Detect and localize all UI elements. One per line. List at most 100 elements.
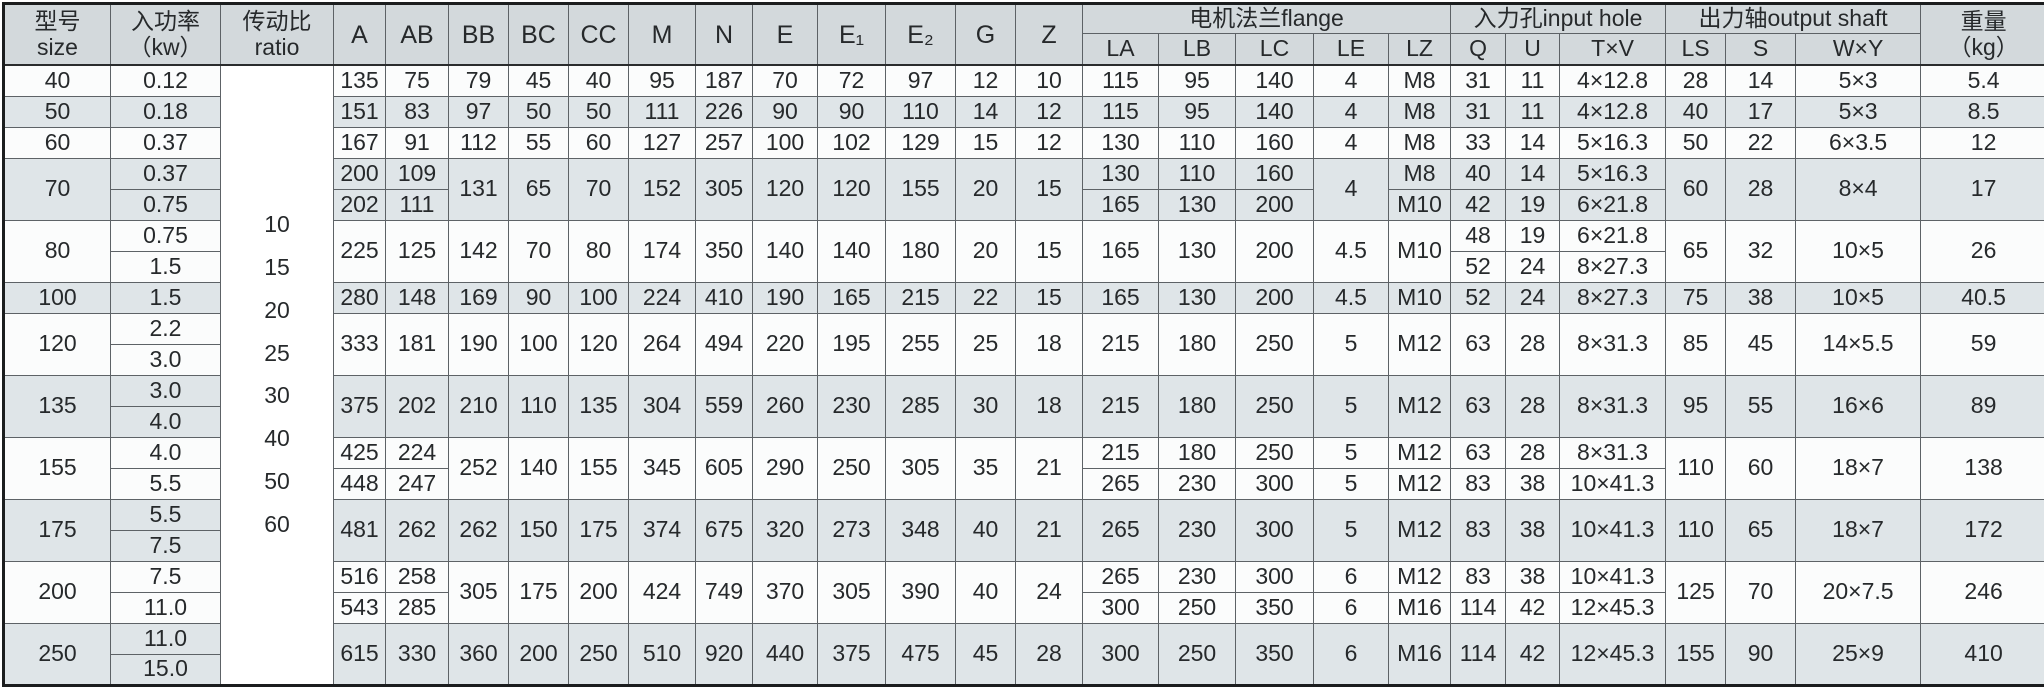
table-cell: 333 (333, 312, 386, 376)
header-e2: E₂ (885, 3, 956, 66)
table-cell: 38 (1505, 467, 1561, 500)
table-cell: 0.75 (110, 188, 221, 221)
table-cell: 169 (448, 281, 509, 314)
table-cell: 24 (1015, 560, 1083, 624)
header-input-hole-group: 入力孔input hole (1450, 3, 1667, 34)
table-cell: 543 (333, 591, 386, 624)
table-cell: 160 (1235, 126, 1314, 159)
table-cell: 3.0 (110, 374, 221, 407)
table-cell: 31 (1450, 64, 1507, 97)
table-cell: 31 (1450, 95, 1507, 128)
table-cell: 250 (1158, 591, 1236, 624)
table-cell: M16 (1387, 591, 1452, 624)
table-cell: 24 (1505, 281, 1561, 314)
table-cell: 8×31.3 (1559, 436, 1667, 469)
table-cell: 72 (817, 64, 886, 97)
table-cell: 10×41.3 (1559, 467, 1667, 500)
table-cell: 5 (1313, 467, 1389, 500)
table-cell: 38 (1505, 498, 1561, 562)
table-cell: M10 (1387, 281, 1452, 314)
table-cell: 230 (817, 374, 886, 438)
table-cell: 155 (885, 157, 956, 221)
table-cell: 0.12 (110, 64, 221, 97)
table-cell: 210 (448, 374, 509, 438)
table-cell: 70 (568, 157, 629, 221)
table-cell: 18×7 (1795, 498, 1922, 562)
row-size-80-b: 1.5 52 24 8×27.3 (4, 250, 2044, 283)
table-cell: 6 (1313, 560, 1389, 593)
table-cell: 1.5 (110, 281, 221, 314)
table-cell: 15 (955, 126, 1016, 159)
table-cell: 5×3 (1795, 64, 1922, 97)
table-cell: 14×5.5 (1795, 312, 1922, 376)
table-cell: 7.5 (110, 560, 221, 593)
table-cell: 4 (1313, 95, 1389, 128)
table-cell: 155 (3, 436, 111, 500)
table-cell: 97 (448, 95, 509, 128)
table-cell: 95 (1158, 95, 1236, 128)
table-cell: 200 (1235, 188, 1314, 221)
table-cell: 12 (955, 64, 1016, 97)
table-cell: 60 (1665, 157, 1727, 221)
table-cell: 230 (1158, 467, 1236, 500)
table-cell: M12 (1387, 436, 1452, 469)
table-cell: 4.5 (1313, 219, 1389, 283)
table-cell: 250 (1235, 312, 1314, 376)
table-cell: 79 (448, 64, 509, 97)
table-cell: 28 (1725, 157, 1797, 221)
table-cell: 0.75 (110, 219, 221, 252)
table-cell: 110 (885, 95, 956, 128)
table-cell: 80 (568, 219, 629, 283)
table-cell: 202 (385, 374, 449, 438)
table-cell: 305 (885, 436, 956, 500)
table-cell: 215 (1082, 374, 1159, 438)
table-cell: 5×16.3 (1559, 157, 1667, 190)
table-cell: 10×41.3 (1559, 498, 1667, 562)
table-cell: 95 (1158, 64, 1236, 97)
table-cell: 12 (1015, 126, 1083, 159)
table-cell: 10×5 (1795, 281, 1922, 314)
header-lz: LZ (1387, 33, 1452, 66)
table-header: 型号 size 入功率 （kw） 传动比 ratio A AB BB BC CC M N E E₁ E₂… (3, 3, 2044, 66)
table-cell: M8 (1387, 157, 1452, 190)
header-u: U (1505, 33, 1561, 66)
table-cell: 2.2 (110, 312, 221, 345)
table-cell: 83 (385, 95, 449, 128)
table-cell: 20 (955, 157, 1016, 221)
table-cell: 60 (3, 126, 111, 159)
table-cell: 25×9 (1795, 622, 1922, 686)
table-cell: 375 (817, 622, 886, 686)
table-cell: 4.0 (110, 436, 221, 469)
table-cell: 14 (955, 95, 1016, 128)
header-e1: E₁ (817, 3, 886, 66)
table-cell: 111 (628, 95, 696, 128)
table-cell: 510 (628, 622, 696, 686)
table-cell: 305 (695, 157, 753, 221)
table-cell: 4 (1313, 157, 1389, 221)
table-cell: 180 (1158, 374, 1236, 438)
table-cell: 100 (508, 312, 569, 376)
table-cell: 50 (508, 95, 569, 128)
table-cell: 167 (333, 126, 386, 159)
header-lb: LB (1158, 33, 1236, 66)
table-cell: 165 (1082, 219, 1159, 283)
header-g: G (955, 3, 1016, 66)
table-cell: 45 (508, 64, 569, 97)
table-cell: 1.5 (110, 250, 221, 283)
table-cell: 305 (817, 560, 886, 624)
header-row-1: 型号 size 入功率 （kw） 传动比 ratio A AB BB BC CC M N E E₁ E₂… (3, 3, 2044, 66)
table-cell: 448 (333, 467, 386, 500)
table-cell: 83 (1450, 560, 1507, 593)
table-cell: 252 (448, 436, 509, 500)
table-cell: 273 (817, 498, 886, 562)
table-cell: 230 (1158, 560, 1236, 593)
table-cell: 63 (1450, 312, 1507, 376)
table-cell: 55 (1725, 374, 1797, 438)
table-cell: 0.18 (110, 95, 221, 128)
table-cell: 265 (1082, 560, 1159, 593)
table-cell: 225 (333, 219, 386, 283)
header-m: M (628, 3, 696, 66)
header-cc: CC (568, 3, 629, 66)
table-cell: 140 (1235, 95, 1314, 128)
table-cell: 63 (1450, 374, 1507, 438)
